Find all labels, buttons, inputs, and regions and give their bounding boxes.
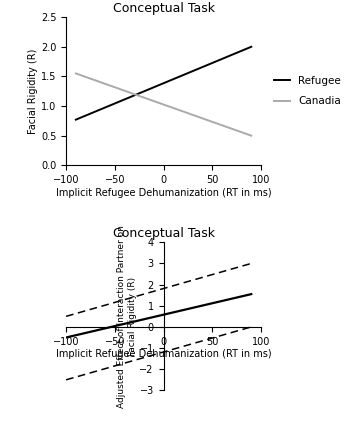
Title: Conceptual Task: Conceptual Task: [112, 2, 215, 15]
Y-axis label: Facial Rigidity (R): Facial Rigidity (R): [28, 48, 38, 134]
Y-axis label: Adjusted Effect of Interaction Partner on
Facial Rigidity (R): Adjusted Effect of Interaction Partner o…: [117, 225, 137, 408]
X-axis label: Implicit Refugee Dehumanization (RT in ms): Implicit Refugee Dehumanization (RT in m…: [56, 188, 271, 198]
Legend: Refugee, Canadia: Refugee, Canadia: [272, 74, 343, 109]
Title: Conceptual Task: Conceptual Task: [112, 227, 215, 240]
X-axis label: Implicit Refugee Dehumanization (RT in ms): Implicit Refugee Dehumanization (RT in m…: [56, 349, 271, 360]
